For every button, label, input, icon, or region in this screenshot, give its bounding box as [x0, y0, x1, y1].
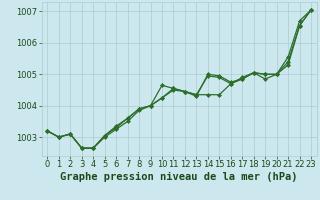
X-axis label: Graphe pression niveau de la mer (hPa): Graphe pression niveau de la mer (hPa) — [60, 172, 298, 182]
